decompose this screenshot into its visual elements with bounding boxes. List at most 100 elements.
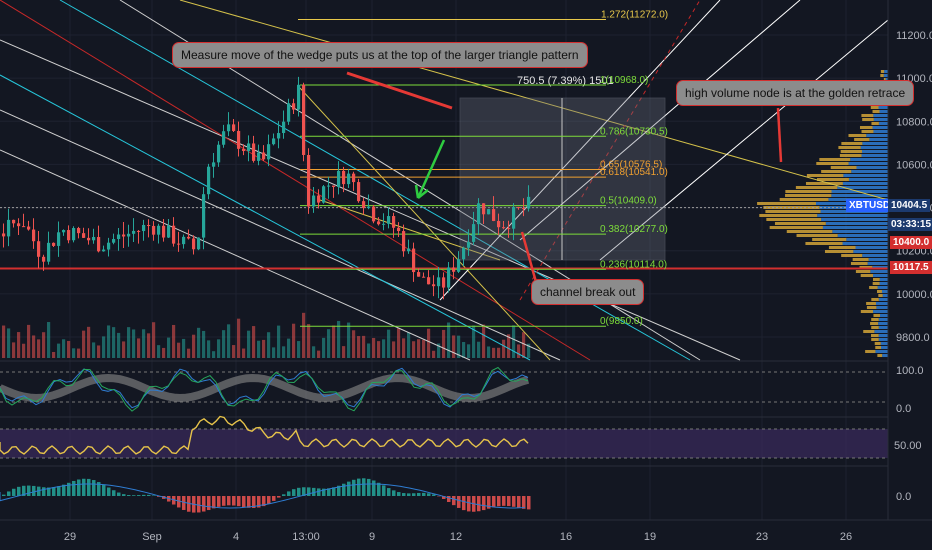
volume-bar	[282, 346, 286, 358]
last-price-badge: 10404.5	[888, 199, 931, 212]
stoch-tick-top: 100.0	[896, 365, 924, 377]
channel-line-cyan-2	[0, 74, 531, 361]
candle-body	[497, 220, 501, 228]
volume-bar	[312, 346, 316, 358]
candle-body	[12, 219, 16, 224]
volume-bar	[497, 347, 501, 358]
vp-bar-gold	[819, 158, 851, 161]
vp-bar-gold	[848, 134, 867, 137]
volume-bar	[12, 342, 16, 358]
volume-bar	[417, 339, 421, 358]
vp-bar-gold	[757, 202, 816, 205]
macd-bar	[247, 496, 251, 508]
macd-bar	[32, 485, 36, 496]
volume-bar	[407, 332, 411, 358]
candle-body	[277, 133, 281, 139]
symbol-badge: XBTUSD	[846, 199, 894, 212]
candle-body	[182, 236, 186, 245]
macd-bar	[317, 488, 321, 496]
macd-bar	[392, 490, 396, 496]
time-tick-9: 26	[840, 531, 852, 543]
vp-bar-blue	[870, 270, 888, 273]
vp-bar-gold	[861, 130, 874, 133]
candle-body	[22, 226, 26, 228]
macd-bar	[37, 486, 41, 496]
vp-bar-gold	[817, 178, 849, 181]
volume-profile	[757, 70, 888, 357]
volume-bar	[107, 325, 111, 358]
vp-bar-gold	[883, 78, 886, 81]
vp-bar-blue	[883, 74, 888, 77]
time-axis: 29 Sep 4 13:00 9 12 16 19 23 26	[0, 519, 932, 543]
fib-label-0: 1.272(11272.0)	[601, 9, 668, 20]
macd-bar	[112, 490, 116, 496]
macd-bar	[312, 487, 316, 496]
macd-bar	[197, 496, 201, 513]
vp-bar-blue	[842, 242, 888, 245]
macd-bar	[397, 492, 401, 496]
candle-body	[147, 224, 151, 226]
vp-bar-gold	[828, 246, 856, 249]
volume-bar	[412, 341, 416, 358]
candle-body	[292, 103, 296, 110]
candle-body	[17, 223, 21, 227]
vp-bar-blue	[873, 118, 888, 121]
candle-body	[212, 162, 216, 167]
volume-bar	[357, 336, 361, 358]
dashed-line-red	[519, 0, 701, 301]
vp-bar-gold	[871, 298, 879, 301]
candle-body	[87, 237, 91, 241]
vp-bar-blue	[875, 302, 888, 305]
candle-body	[167, 225, 171, 238]
price-tick-3: 10600.0	[896, 159, 932, 171]
volume-bar	[452, 335, 456, 358]
vp-bar-blue	[876, 306, 888, 309]
macd-bar	[152, 495, 156, 496]
macd-bar	[512, 496, 516, 507]
volume-bar	[242, 348, 246, 358]
volume-bar	[272, 347, 276, 358]
candle-body	[172, 225, 176, 244]
vp-bar-gold	[840, 150, 862, 153]
volume-bar	[317, 350, 321, 358]
macd-bar	[342, 483, 346, 496]
red-arrow-measure	[346, 71, 453, 110]
vp-bar-blue	[878, 106, 888, 109]
vp-bar-blue	[817, 214, 888, 217]
vp-bar-blue	[856, 166, 888, 169]
volume-bar	[127, 327, 131, 358]
macd-bar	[227, 496, 231, 506]
vp-bar-gold	[859, 126, 873, 129]
vp-bar-blue	[878, 318, 888, 321]
macd-bar	[377, 482, 381, 496]
macd-bar	[132, 495, 136, 496]
volume-bar	[92, 342, 96, 358]
macd-bar	[307, 487, 311, 496]
volume-bar	[382, 339, 386, 358]
vp-bar-blue	[878, 122, 888, 125]
macd-bar	[67, 482, 71, 496]
macd-bar	[202, 496, 206, 512]
candle-body	[232, 124, 236, 131]
volume-bar	[162, 347, 166, 358]
candle-body	[282, 121, 286, 134]
candle-body	[427, 277, 431, 285]
volume-bar	[457, 335, 461, 358]
candle-body	[367, 206, 371, 209]
vp-bar-gold	[830, 166, 857, 169]
vp-bar-blue	[881, 290, 888, 293]
candle-body	[42, 256, 46, 262]
macd-bar	[387, 488, 391, 496]
volume-bar	[277, 325, 281, 358]
volume-bar	[22, 343, 26, 358]
vp-bar-blue	[878, 322, 888, 325]
macd-bar	[257, 496, 261, 508]
macd-bar	[292, 489, 296, 496]
vp-bar-gold	[765, 210, 821, 213]
vp-bar-blue	[825, 222, 888, 225]
macd-bar	[487, 496, 491, 509]
macd-bar	[7, 491, 11, 496]
volume-bar	[172, 324, 176, 358]
candle-body	[442, 277, 446, 288]
red-arrow-volume-node	[776, 107, 783, 163]
